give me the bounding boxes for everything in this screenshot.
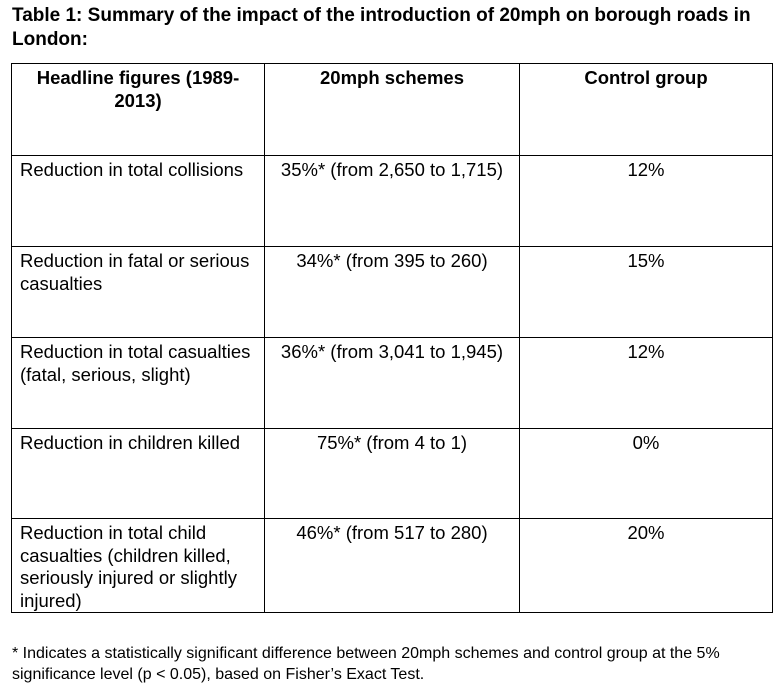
summary-table: Headline figures (1989-2013) 20mph schem…	[11, 63, 773, 613]
table-row: Reduction in fatal or serious casualties…	[11, 246, 773, 338]
schemes-value: 35%* (from 2,650 to 1,715)	[264, 155, 520, 247]
control-value: 12%	[519, 337, 773, 429]
row-label: Reduction in total collisions	[11, 155, 265, 247]
header-control-group: Control group	[519, 63, 773, 156]
schemes-value: 46%* (from 517 to 280)	[264, 518, 520, 613]
footnote: * Indicates a statistically significant …	[12, 645, 720, 683]
schemes-value: 75%* (from 4 to 1)	[264, 428, 520, 519]
table-row: Reduction in total collisions 35%* (from…	[11, 155, 773, 247]
table-header-row: Headline figures (1989-2013) 20mph schem…	[11, 63, 773, 156]
row-label: Reduction in children killed	[11, 428, 265, 519]
schemes-value: 34%* (from 395 to 260)	[264, 246, 520, 338]
control-value: 0%	[519, 428, 773, 519]
control-value: 12%	[519, 155, 773, 247]
row-label: Reduction in total casualties (fatal, se…	[11, 337, 265, 429]
row-label: Reduction in total child casualties (chi…	[11, 518, 265, 613]
header-20mph-schemes: 20mph schemes	[264, 63, 520, 156]
control-value: 20%	[519, 518, 773, 613]
table-row: Reduction in children killed 75%* (from …	[11, 428, 773, 519]
row-label: Reduction in fatal or serious casualties	[11, 246, 265, 338]
table-row: Reduction in total casualties (fatal, se…	[11, 337, 773, 429]
schemes-value: 36%* (from 3,041 to 1,945)	[264, 337, 520, 429]
table-row: Reduction in total child casualties (chi…	[11, 518, 773, 613]
header-headline-figures: Headline figures (1989-2013)	[11, 63, 265, 156]
table-title: Table 1: Summary of the impact of the in…	[12, 5, 751, 50]
control-value: 15%	[519, 246, 773, 338]
